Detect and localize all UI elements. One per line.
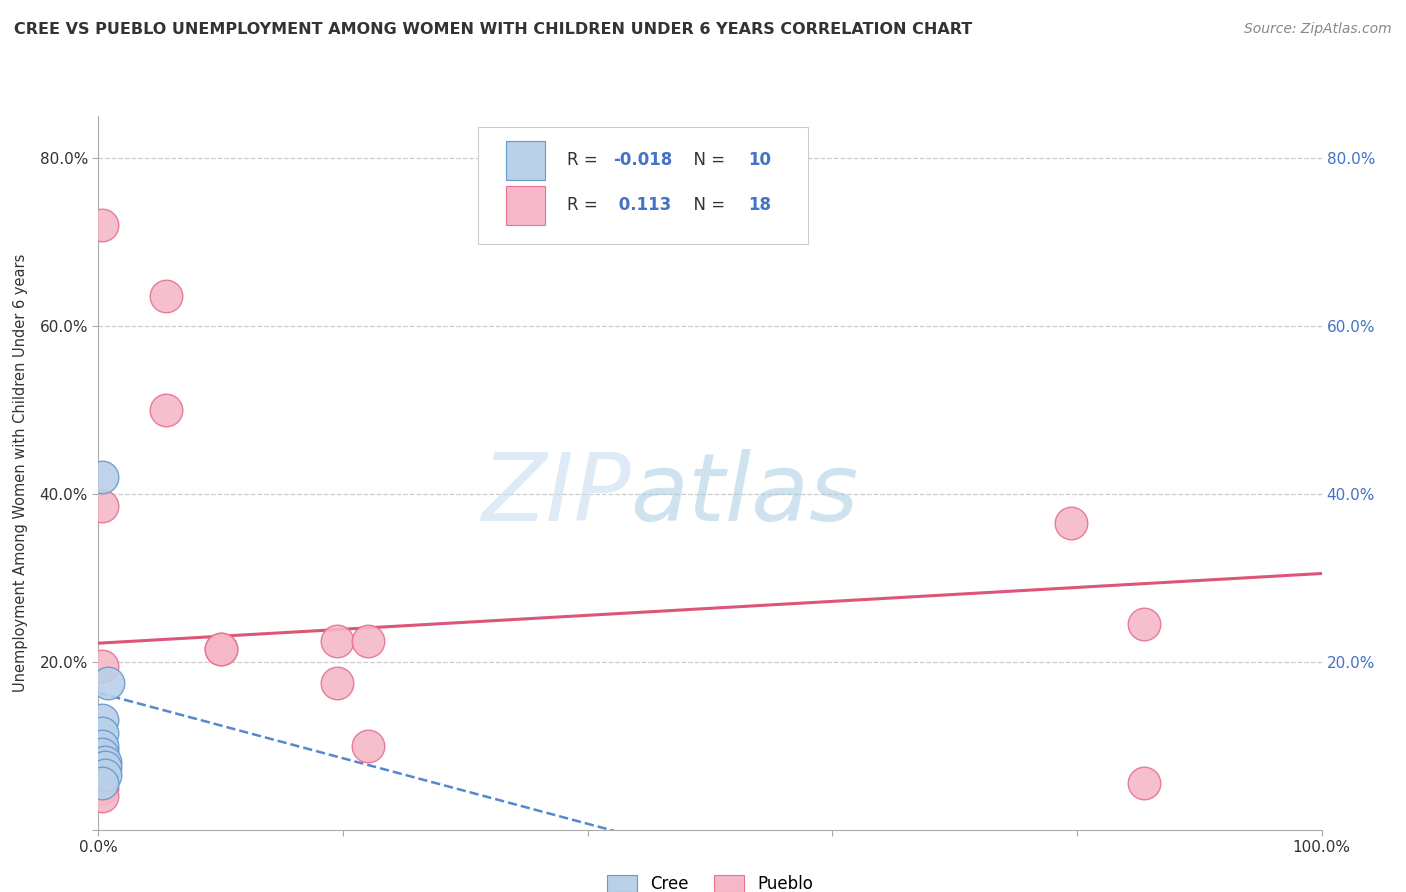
- Point: [91, 743, 114, 757]
- Text: CREE VS PUEBLO UNEMPLOYMENT AMONG WOMEN WITH CHILDREN UNDER 6 YEARS CORRELATION : CREE VS PUEBLO UNEMPLOYMENT AMONG WOMEN …: [14, 22, 973, 37]
- Y-axis label: Unemployment Among Women with Children Under 6 years: Unemployment Among Women with Children U…: [14, 253, 28, 692]
- Point: [1060, 516, 1083, 530]
- Point: [93, 756, 115, 770]
- Text: -0.018: -0.018: [613, 152, 672, 169]
- Point: [91, 764, 114, 778]
- Point: [326, 675, 349, 690]
- Point: [209, 642, 232, 657]
- Text: R =: R =: [567, 152, 603, 169]
- Point: [97, 675, 120, 690]
- Point: [91, 726, 114, 740]
- Point: [91, 218, 114, 232]
- Point: [91, 714, 114, 728]
- Point: [1133, 776, 1156, 790]
- FancyBboxPatch shape: [506, 141, 546, 180]
- Text: Source: ZipAtlas.com: Source: ZipAtlas.com: [1244, 22, 1392, 37]
- Text: 18: 18: [748, 196, 770, 214]
- Point: [91, 470, 114, 484]
- Point: [93, 759, 115, 773]
- Point: [91, 500, 114, 514]
- Point: [91, 789, 114, 803]
- Point: [1133, 616, 1156, 631]
- Point: [356, 739, 378, 753]
- Point: [155, 402, 177, 417]
- Point: [91, 776, 114, 790]
- Text: N =: N =: [683, 152, 731, 169]
- Text: ZIP: ZIP: [481, 449, 630, 540]
- Text: 0.113: 0.113: [613, 196, 672, 214]
- Point: [93, 768, 115, 782]
- Point: [209, 642, 232, 657]
- Point: [326, 633, 349, 648]
- Text: R =: R =: [567, 196, 603, 214]
- Point: [91, 739, 114, 753]
- Text: 10: 10: [748, 152, 770, 169]
- Text: atlas: atlas: [630, 449, 859, 540]
- FancyBboxPatch shape: [478, 127, 808, 244]
- Text: N =: N =: [683, 196, 731, 214]
- Point: [91, 780, 114, 795]
- Point: [91, 658, 114, 673]
- Point: [356, 633, 378, 648]
- Point: [91, 747, 114, 761]
- Point: [155, 289, 177, 303]
- FancyBboxPatch shape: [506, 186, 546, 225]
- Legend: Cree, Pueblo: Cree, Pueblo: [600, 868, 820, 892]
